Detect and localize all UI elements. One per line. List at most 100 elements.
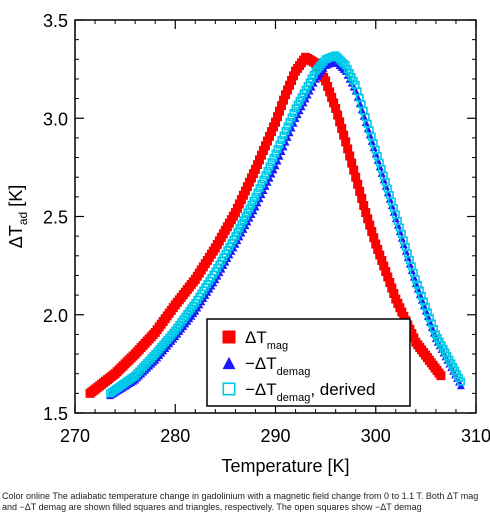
data-point bbox=[351, 172, 361, 182]
y-axis-label: ΔTad [K] bbox=[6, 185, 30, 248]
data-point bbox=[137, 365, 146, 374]
data-point bbox=[287, 76, 297, 86]
data-point bbox=[369, 233, 379, 243]
data-point bbox=[423, 308, 432, 317]
data-point bbox=[269, 165, 278, 174]
data-point bbox=[277, 136, 286, 145]
data-point bbox=[327, 92, 337, 102]
data-point bbox=[369, 143, 378, 152]
data-point bbox=[436, 371, 446, 381]
data-point bbox=[363, 124, 372, 133]
data-point bbox=[252, 160, 262, 170]
data-point bbox=[275, 152, 284, 160]
data-point bbox=[411, 275, 420, 284]
data-point bbox=[155, 345, 164, 354]
y-tick-label: 2.0 bbox=[43, 306, 68, 326]
data-point bbox=[367, 226, 377, 236]
data-point bbox=[429, 324, 438, 333]
data-point bbox=[357, 193, 367, 203]
data-point bbox=[163, 335, 172, 344]
data-point bbox=[283, 85, 293, 95]
data-point bbox=[417, 291, 426, 300]
data-point bbox=[315, 62, 324, 71]
data-point bbox=[339, 130, 349, 140]
y-tick-label: 3.5 bbox=[43, 11, 68, 31]
data-point bbox=[250, 164, 260, 174]
data-point bbox=[313, 64, 322, 73]
data-point bbox=[267, 158, 276, 167]
data-point bbox=[145, 356, 154, 365]
data-point bbox=[273, 145, 282, 154]
data-point bbox=[271, 149, 280, 158]
data-point bbox=[147, 354, 156, 363]
data-point bbox=[267, 169, 276, 178]
data-point bbox=[421, 302, 430, 311]
x-axis-label: Temperature [K] bbox=[221, 456, 349, 476]
data-point bbox=[281, 127, 290, 136]
data-point bbox=[377, 256, 387, 266]
data-point bbox=[355, 186, 365, 196]
data-point bbox=[157, 342, 166, 351]
data-point bbox=[265, 173, 274, 182]
data-point bbox=[361, 118, 370, 126]
legend-marker bbox=[222, 330, 236, 344]
data-point bbox=[427, 319, 436, 328]
data-point bbox=[351, 86, 360, 95]
data-point bbox=[273, 112, 283, 122]
data-point bbox=[383, 272, 393, 282]
data-point bbox=[143, 358, 152, 367]
data-point bbox=[337, 123, 347, 133]
data-point bbox=[254, 155, 264, 165]
data-point bbox=[387, 283, 397, 293]
data-point bbox=[361, 208, 371, 218]
data-point bbox=[357, 105, 366, 114]
data-point bbox=[265, 162, 274, 171]
data-point bbox=[251, 192, 260, 201]
data-point bbox=[153, 347, 162, 356]
chart-marks bbox=[85, 51, 465, 400]
data-point bbox=[456, 377, 465, 386]
data-point bbox=[159, 340, 168, 349]
data-point bbox=[349, 165, 359, 175]
data-point bbox=[289, 108, 298, 117]
data-point bbox=[273, 156, 282, 165]
data-point bbox=[311, 67, 320, 76]
legend-label: −ΔTdemag bbox=[245, 354, 310, 378]
data-point bbox=[169, 328, 178, 337]
legend-marker bbox=[222, 356, 236, 370]
data-point bbox=[359, 112, 368, 120]
series-2 bbox=[106, 51, 465, 398]
data-point bbox=[333, 110, 343, 120]
data-point bbox=[255, 184, 264, 193]
data-point bbox=[279, 131, 288, 140]
y-tick-label: 1.5 bbox=[43, 404, 68, 424]
y-tick-label: 2.5 bbox=[43, 208, 68, 228]
data-point bbox=[379, 261, 389, 271]
data-point bbox=[261, 171, 270, 180]
data-point bbox=[323, 81, 333, 91]
data-point bbox=[263, 166, 272, 175]
data-point bbox=[415, 286, 424, 295]
data-point bbox=[167, 331, 176, 340]
data-point bbox=[275, 140, 284, 149]
data-point bbox=[365, 220, 375, 230]
data-point bbox=[264, 131, 274, 141]
data-point bbox=[135, 367, 144, 376]
legend-marker bbox=[222, 382, 236, 396]
data-point bbox=[261, 182, 270, 190]
y-tick-label: 3.0 bbox=[43, 109, 68, 129]
data-point bbox=[381, 267, 391, 277]
data-point bbox=[165, 333, 174, 342]
x-tick-label: 270 bbox=[60, 426, 90, 446]
figure-caption: Color online The adiabatic temperature c… bbox=[2, 491, 479, 512]
data-point bbox=[355, 99, 364, 108]
data-point bbox=[141, 360, 150, 369]
data-point bbox=[268, 122, 278, 132]
data-point bbox=[339, 59, 348, 68]
data-point bbox=[425, 313, 434, 322]
data-point bbox=[149, 352, 158, 361]
data-point bbox=[253, 188, 262, 197]
data-point bbox=[317, 60, 326, 69]
x-tick-label: 310 bbox=[461, 426, 490, 446]
data-point bbox=[257, 179, 266, 188]
